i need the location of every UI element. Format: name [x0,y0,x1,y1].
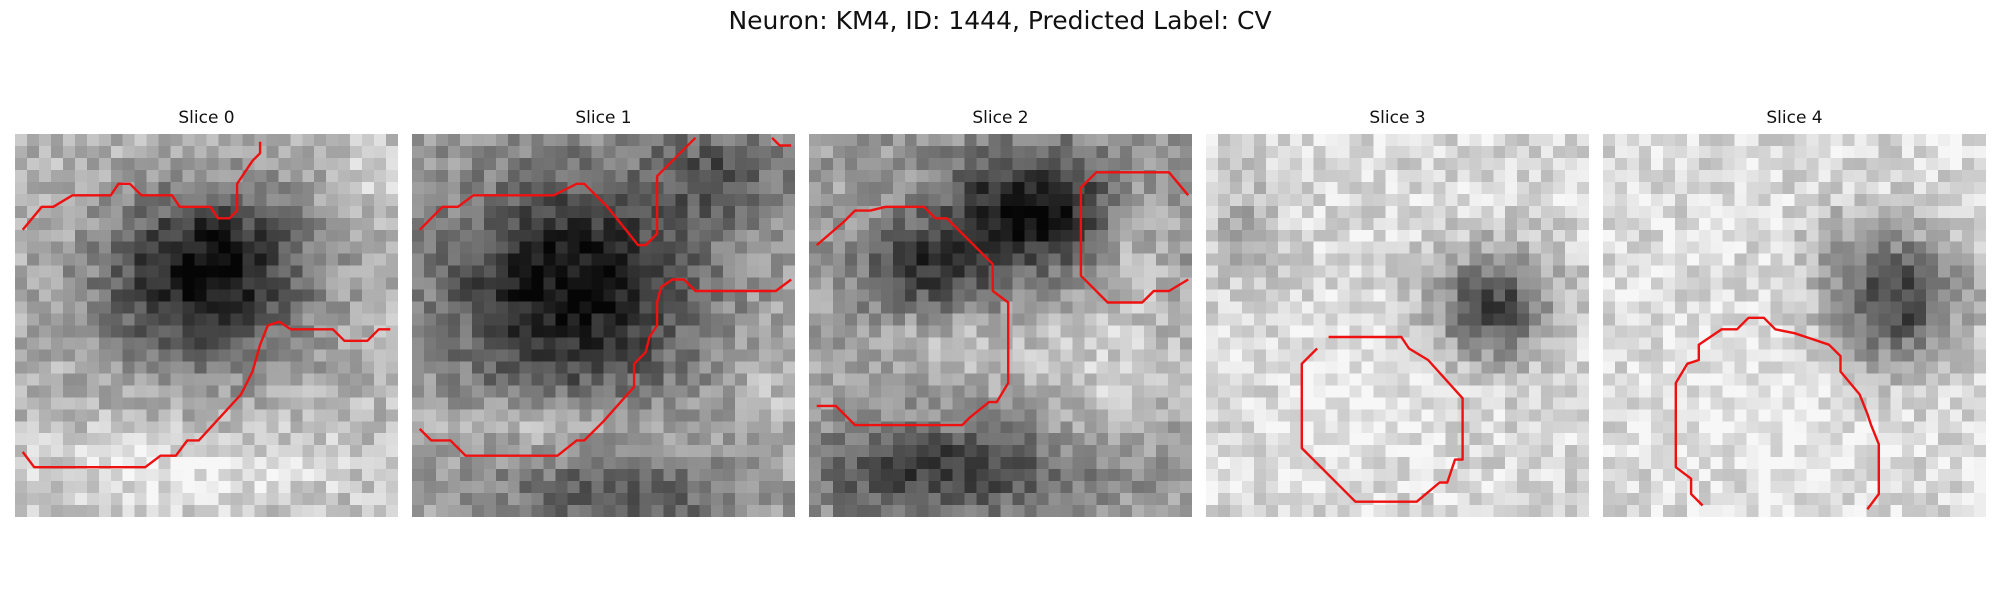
slice-heatmap-2 [809,134,1192,517]
slice-panel-1: Slice 1 [412,108,795,528]
slice-title-1: Slice 1 [412,108,795,128]
slice-panel-2: Slice 2 [809,108,1192,528]
slice-title-3: Slice 3 [1206,108,1589,128]
slice-panel-4: Slice 4 [1603,108,1986,528]
slice-image-0 [15,134,398,517]
slice-image-3 [1206,134,1589,517]
slice-image-1 [412,134,795,517]
slice-heatmap-1 [412,134,795,517]
slice-image-4 [1603,134,1986,517]
slice-title-4: Slice 4 [1603,108,1986,128]
slice-title-2: Slice 2 [809,108,1192,128]
slice-panel-0: Slice 0 [15,108,398,528]
slice-heatmap-4 [1603,134,1986,517]
slice-panel-3: Slice 3 [1206,108,1589,528]
slice-image-2 [809,134,1192,517]
slice-heatmap-3 [1206,134,1589,517]
slice-title-0: Slice 0 [15,108,398,128]
slice-heatmap-0 [15,134,398,517]
figure-title: Neuron: KM4, ID: 1444, Predicted Label: … [0,6,2000,35]
